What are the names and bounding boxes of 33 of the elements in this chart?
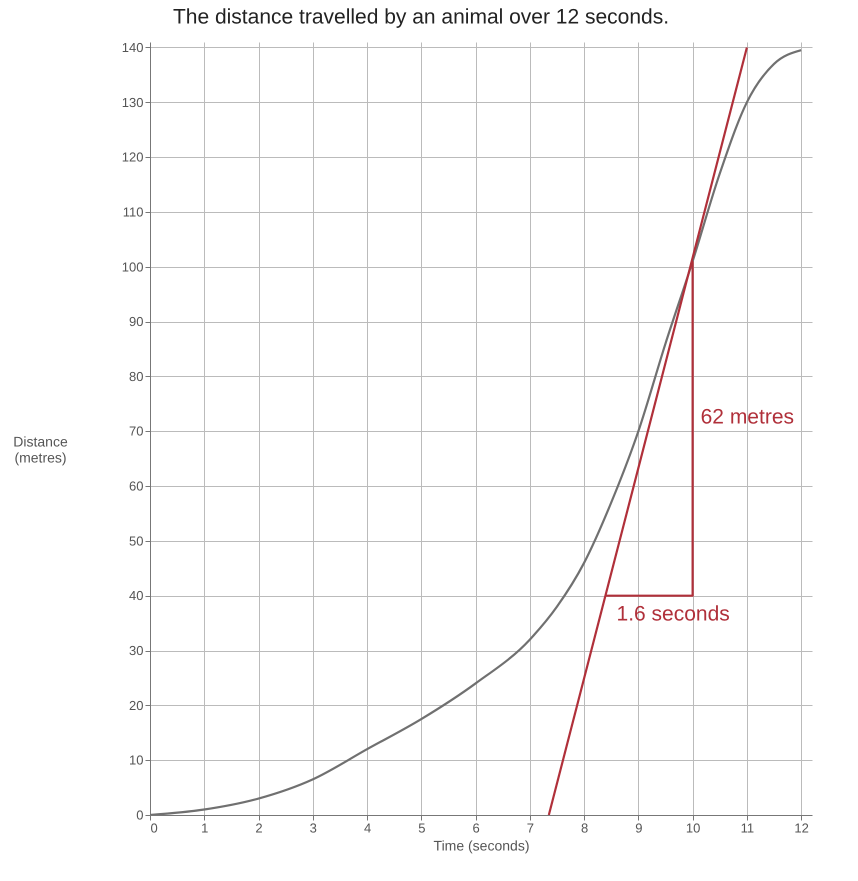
x-tick-label: 1 [201,820,208,836]
x-tick-label: 9 [635,820,642,836]
x-tick-label: 11 [740,820,754,836]
x-tick-label: 10 [686,820,700,836]
y-axis-title: Distance (metres) [13,434,68,466]
chart-title: The distance travelled by an animal over 12 seconds. [172,5,670,28]
y-tick-label: 10 [129,752,144,768]
y-tick-label: 20 [129,698,144,713]
y-tick-label: 70 [129,424,144,439]
y-tick-label: 110 [122,204,144,220]
x-tick-label: 12 [794,820,809,836]
y-tick-label: 50 [129,533,144,548]
x-tick-label: 8 [580,820,588,836]
x-tick-label: 2 [255,820,263,836]
x-tick-label: 3 [310,820,317,836]
y-tick-label: 140 [122,40,144,55]
y-tick-label: 90 [129,314,144,330]
y-tick-label: 60 [129,478,144,494]
y-tick-label: 80 [129,368,144,384]
annotation: 62 metres [700,405,794,428]
x-tick-label: 0 [150,820,158,836]
y-tick-label: 30 [129,643,144,658]
y-tick-label: 120 [122,150,144,165]
annotation: 1.6 seconds [616,602,730,626]
x-axis-title: Time (seconds) [434,838,530,854]
y-tick-label: 100 [122,259,144,274]
x-tick-label: 4 [364,820,372,836]
x-tick-label: 7 [526,820,534,836]
x-tick-label: 5 [418,820,426,836]
y-tick-label: 130 [122,94,144,110]
x-tick-label: 6 [472,820,480,836]
y-tick-label: 40 [129,588,144,604]
y-tick-label: 0 [136,808,144,822]
